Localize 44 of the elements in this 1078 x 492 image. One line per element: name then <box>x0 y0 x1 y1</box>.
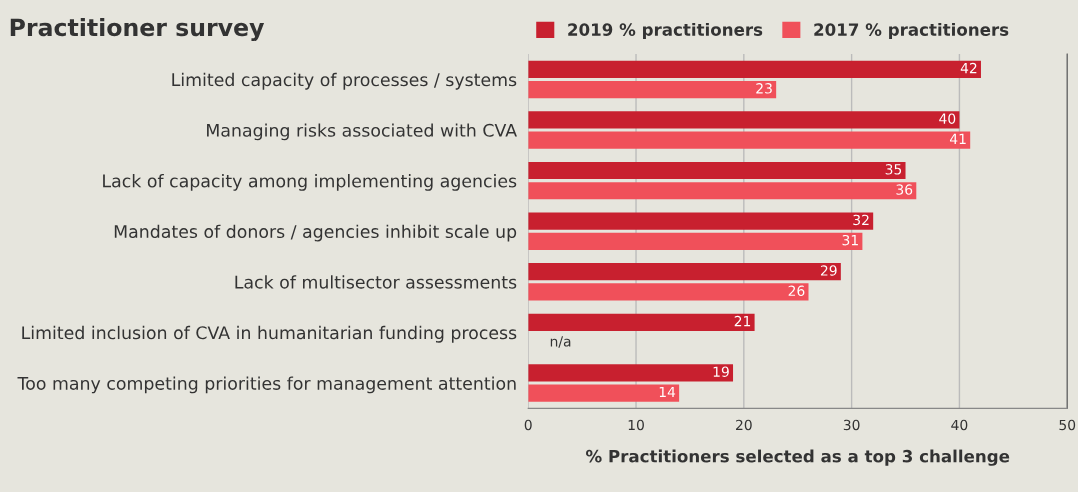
x-tick-label: 0 <box>524 419 532 431</box>
data-label: 14 <box>659 386 676 398</box>
data-label: 36 <box>896 184 913 195</box>
data-label: 40 <box>939 113 956 124</box>
bar <box>528 131 971 149</box>
legend-label: 2017 % practitioners <box>814 22 1009 40</box>
bar <box>528 182 917 200</box>
bar <box>528 364 734 382</box>
bar <box>528 111 960 129</box>
x-axis-title: % Practitioners selected as a top 3 challenge <box>586 449 1010 466</box>
y-tick-label: Limited inclusion of CVA in humanitarian funding process <box>22 325 517 343</box>
data-label: 26 <box>788 285 805 296</box>
data-label: 35 <box>885 164 902 175</box>
data-label: 42 <box>960 62 977 74</box>
bar <box>528 161 906 180</box>
data-label: 19 <box>713 366 729 377</box>
data-label: 23 <box>756 83 772 94</box>
y-tick-label: Managing risks associated with CVA <box>207 123 517 141</box>
x-tick-label: 50 <box>1059 419 1076 431</box>
y-tick-label: Lack of capacity among implementing agencies <box>103 174 517 191</box>
data-label: 21 <box>734 315 751 327</box>
bar <box>528 283 809 301</box>
bar <box>528 60 981 78</box>
x-tick-label: 30 <box>843 419 860 431</box>
y-tick-label: Limited capacity of processes / systems <box>172 72 517 90</box>
bar <box>528 232 863 250</box>
text: Practitioner survey <box>10 18 265 42</box>
data-label: 29 <box>820 265 837 276</box>
bar <box>528 80 777 99</box>
data-label: 41 <box>949 133 966 144</box>
y-tick-label: Lack of multisector assessments <box>235 275 517 289</box>
data-label: 32 <box>853 214 869 226</box>
x-tick-label: 20 <box>736 419 752 431</box>
bar <box>528 212 874 230</box>
x-tick-label: 40 <box>951 419 968 431</box>
data-label: 31 <box>842 234 858 246</box>
legend-label: 2019 % practitioners <box>568 22 763 40</box>
y-tick-label: Too many competing priorities for management attention <box>17 376 516 394</box>
bar <box>528 263 841 281</box>
text: n/a <box>550 336 571 348</box>
bar <box>528 313 755 331</box>
x-tick-label: 10 <box>628 419 644 431</box>
bar <box>528 384 680 402</box>
y-tick-label: Mandates of donors / agencies inhibit scale up <box>114 224 517 242</box>
